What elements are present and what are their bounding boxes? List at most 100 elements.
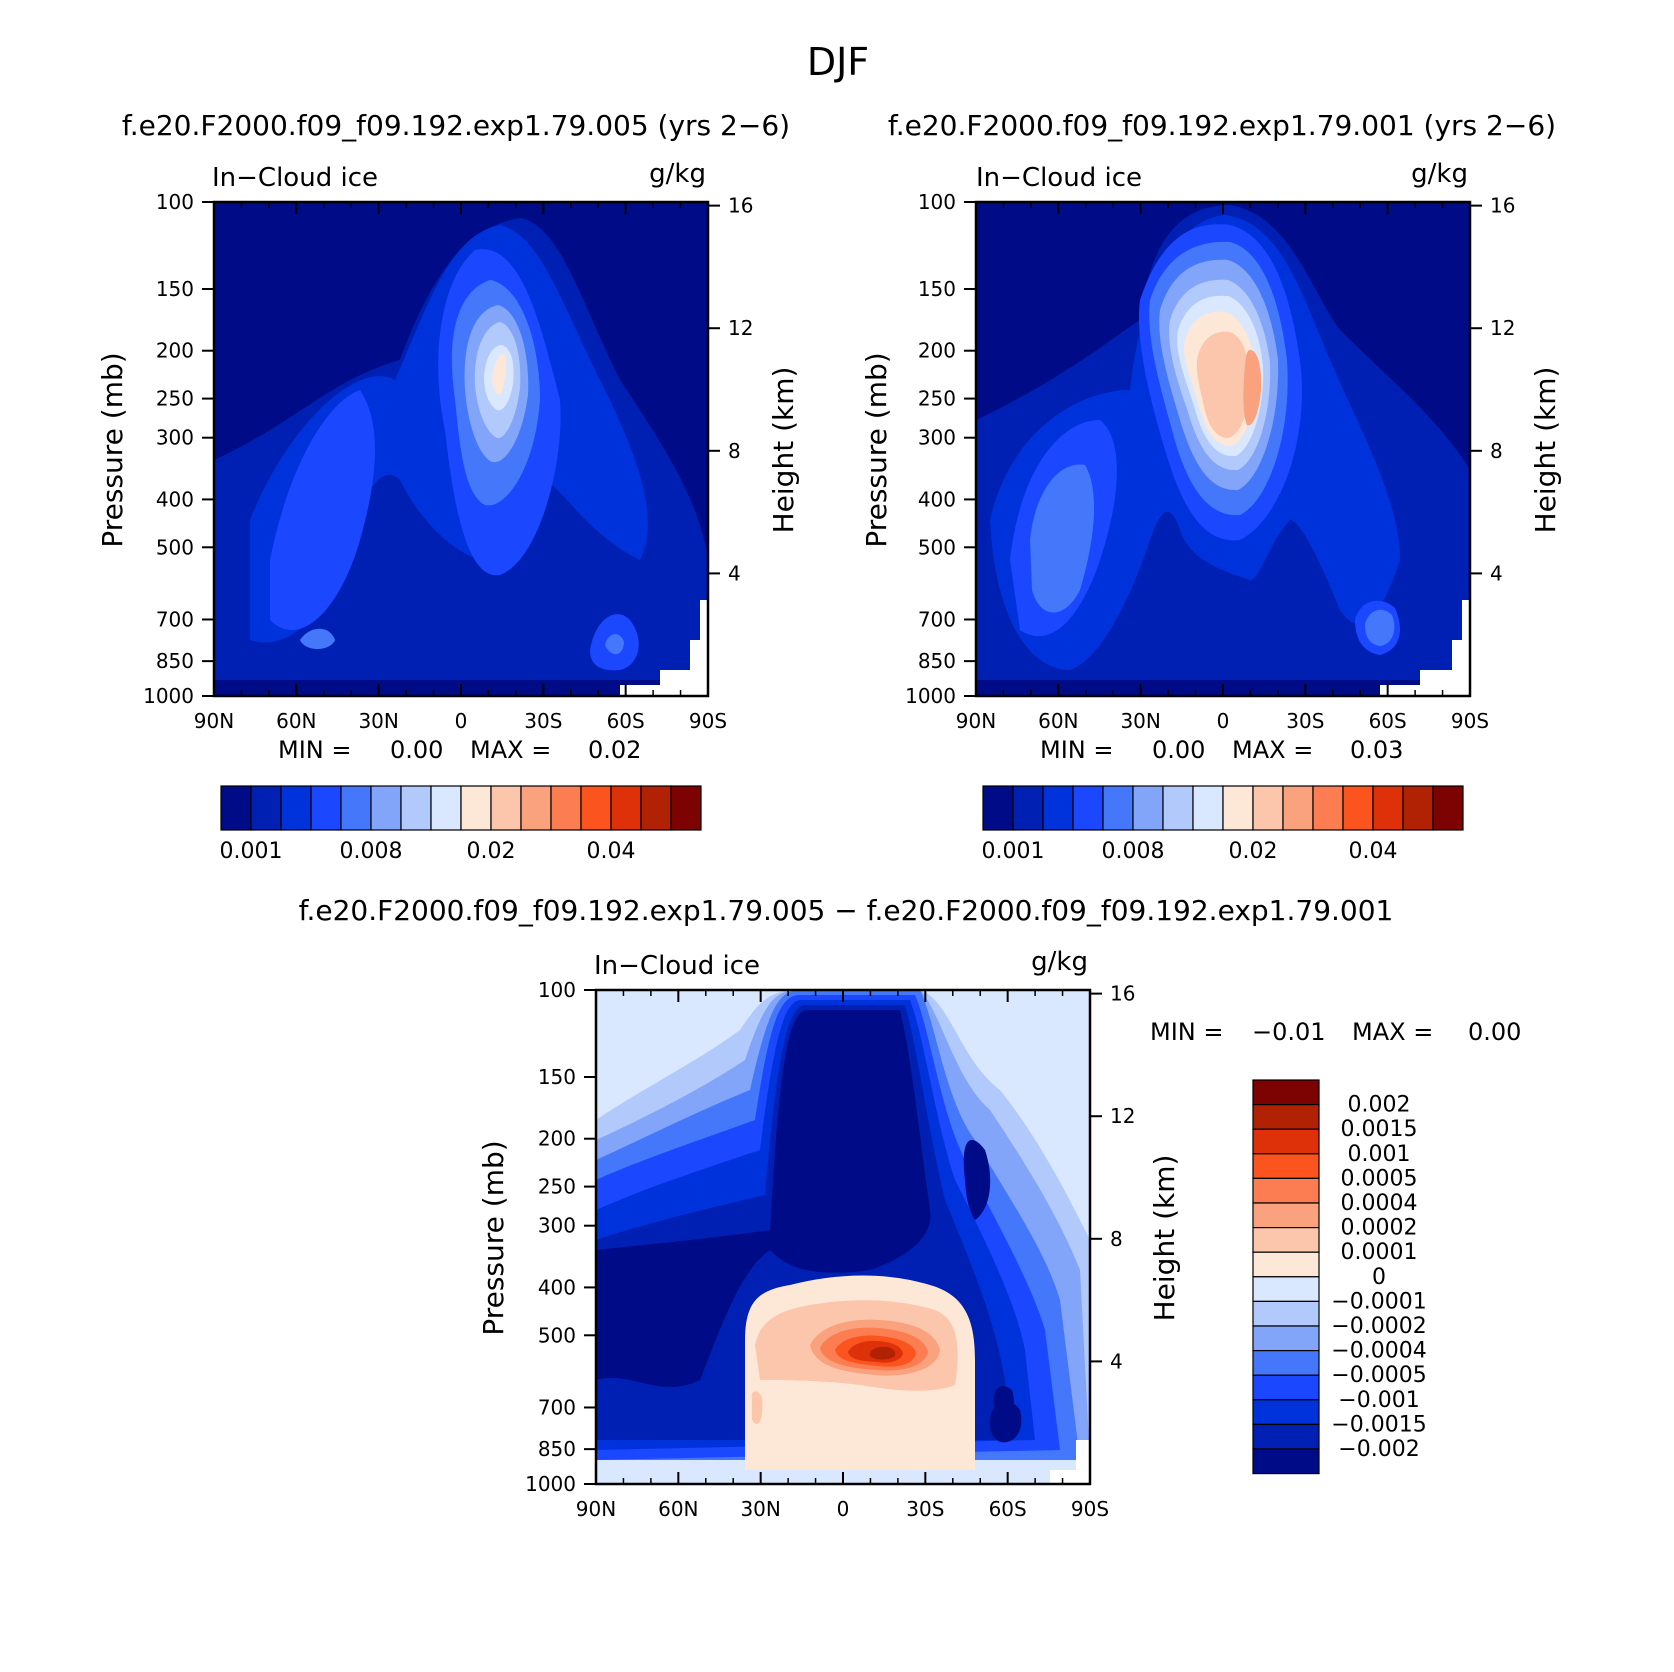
b-colorbar-label: 0.001 xyxy=(1348,1142,1411,1167)
tl-y2-tick-label: 16 xyxy=(728,194,753,218)
tl-colorbar-swatch xyxy=(400,785,432,831)
tl-colorbar-swatch xyxy=(520,785,552,831)
b-colorbar-swatch xyxy=(1252,1276,1320,1303)
tr-x-tick-label: 90N xyxy=(956,709,996,733)
tr-colorbar-swatch xyxy=(1402,785,1434,831)
tr-colorbar-swatch xyxy=(1192,785,1224,831)
b-y-tick-label: 250 xyxy=(538,1175,576,1199)
b-colorbar-swatch xyxy=(1252,1423,1320,1450)
tr-y-tick-label: 850 xyxy=(918,649,956,673)
b-y-tick-label: 850 xyxy=(538,1437,576,1461)
b-y-tick-label: 300 xyxy=(538,1214,576,1238)
b-y2-tick-label: 4 xyxy=(1110,1349,1123,1373)
tr-colorbar-swatch xyxy=(1312,785,1344,831)
b-contour-field xyxy=(596,990,1090,1484)
tr-colorbar-swatch xyxy=(1102,785,1134,831)
b-colorbar-swatch xyxy=(1252,1448,1320,1475)
tr-colorbar-swatch xyxy=(982,785,1014,831)
tr-axes: 90N 60N 30N 0 30S 60S 90S 100 150 200 250 300 400 500… xyxy=(905,190,1515,733)
b-right-label: g/kg xyxy=(1031,947,1088,977)
tr-colorbar-swatch xyxy=(1132,785,1164,831)
tl-level-8 xyxy=(492,353,507,395)
tr-colorbar-swatch xyxy=(1042,785,1074,831)
tl-colorbar-swatch xyxy=(550,785,582,831)
tl-right-label: g/kg xyxy=(649,159,706,189)
tl-missing-corner xyxy=(620,600,708,696)
tl-y-tick-label: 300 xyxy=(156,426,194,450)
b-y-tick-label: 500 xyxy=(538,1323,576,1347)
b-colorbar-swatch xyxy=(1252,1177,1320,1204)
b-colorbar-label: 0.0004 xyxy=(1341,1191,1418,1216)
b-y-tick-label: 400 xyxy=(538,1275,576,1299)
tl-contour-field xyxy=(214,202,708,696)
b-x-tick-label: 60S xyxy=(989,1497,1027,1521)
tr-x-tick-label: 60S xyxy=(1369,709,1407,733)
tl-stats-min-label: MIN = xyxy=(278,736,351,764)
tr-colorbar-swatch xyxy=(1282,785,1314,831)
tl-stats-max: 0.02 xyxy=(588,736,641,764)
b-x-tick-label: 90N xyxy=(576,1497,616,1521)
b-colorbar-label: −0.0005 xyxy=(1331,1363,1426,1388)
tr-title: f.e20.F2000.f09_f09.192.exp1.79.001 (yrs… xyxy=(888,109,1556,142)
b-colorbar-swatch xyxy=(1252,1202,1320,1229)
b-colorbar: 0.0020.00150.0010.00050.00040.00020.0001… xyxy=(1252,1079,1427,1475)
b-x-tick-label: 30S xyxy=(906,1497,944,1521)
b-colorbar-label: 0.002 xyxy=(1348,1093,1411,1118)
b-level-m8 xyxy=(596,1010,1015,1423)
tr-y-tick-label: 100 xyxy=(918,190,956,214)
tr-y2-tick-label: 8 xyxy=(1490,439,1503,463)
tl-y-tick-label: 200 xyxy=(156,339,194,363)
b-colorbar-swatch xyxy=(1252,1325,1320,1352)
b-colorbar-label: 0.0002 xyxy=(1341,1216,1418,1241)
b-colorbar-swatch xyxy=(1252,1349,1320,1376)
b-colorbar-label: −0.0002 xyxy=(1331,1314,1426,1339)
b-colorbar-swatch xyxy=(1252,1128,1320,1155)
b-colorbar-swatch xyxy=(1252,1153,1320,1180)
tl-blob-nh xyxy=(300,628,335,649)
tr-right-label: g/kg xyxy=(1411,159,1468,189)
b-y2-axis-title: Height (km) xyxy=(1148,1155,1181,1322)
b-x-tick-label: 30N xyxy=(740,1497,780,1521)
b-y-tick-label: 1000 xyxy=(525,1472,576,1496)
tl-title: f.e20.F2000.f09_f09.192.exp1.79.005 (yrs… xyxy=(122,109,790,142)
tl-y2-tick-label: 12 xyxy=(728,316,753,340)
tl-colorbar-swatch xyxy=(220,785,252,831)
tl-colorbar-swatch xyxy=(250,785,282,831)
b-colorbar-label: −0.0004 xyxy=(1331,1339,1426,1364)
tl-y-tick-label: 1000 xyxy=(143,684,194,708)
b-x-tick-label: 90S xyxy=(1071,1497,1109,1521)
tr-colorbar-swatch xyxy=(1162,785,1194,831)
tr-y-tick-label: 150 xyxy=(918,277,956,301)
tl-x-tick-label: 90N xyxy=(194,709,234,733)
tl-y-tick-label: 250 xyxy=(156,387,194,411)
tl-y-tick-label: 850 xyxy=(156,649,194,673)
tr-stats-min: 0.00 xyxy=(1152,736,1205,764)
tr-colorbar-label: 0.008 xyxy=(1102,839,1165,864)
b-stats-min-label: MIN = xyxy=(1150,1018,1223,1046)
b-colorbar-swatch xyxy=(1252,1226,1320,1253)
tr-left-label: In−Cloud ice xyxy=(976,163,1142,193)
b-left-label: In−Cloud ice xyxy=(594,951,760,981)
b-colorbar-swatch xyxy=(1252,1399,1320,1426)
tl-x-tick-label: 0 xyxy=(455,709,468,733)
tl-colorbar-swatch xyxy=(280,785,312,831)
b-stats-max: 0.00 xyxy=(1468,1018,1521,1046)
b-y2-tick-label: 12 xyxy=(1110,1104,1135,1128)
tr-stats-max: 0.03 xyxy=(1350,736,1403,764)
b-colorbar-label: 0 xyxy=(1372,1265,1386,1290)
tl-colorbar-label: 0.008 xyxy=(340,839,403,864)
tr-level-10 xyxy=(1243,350,1262,426)
tl-colorbar-label: 0.001 xyxy=(220,839,283,864)
tr-colorbar-swatch xyxy=(1222,785,1254,831)
b-x-tick-label: 0 xyxy=(837,1497,850,1521)
tl-colorbar-swatch xyxy=(640,785,672,831)
tl-x-tick-label: 60S xyxy=(607,709,645,733)
tr-x-tick-label: 60N xyxy=(1038,709,1078,733)
tl-y-axis-title: Pressure (mb) xyxy=(96,352,129,547)
tr-y-tick-label: 1000 xyxy=(905,684,956,708)
tr-colorbar-swatch xyxy=(1432,785,1464,831)
tl-colorbar-swatch xyxy=(490,785,522,831)
tl-y2-tick-label: 4 xyxy=(728,561,741,585)
b-colorbar-label: 0.0001 xyxy=(1341,1240,1418,1265)
